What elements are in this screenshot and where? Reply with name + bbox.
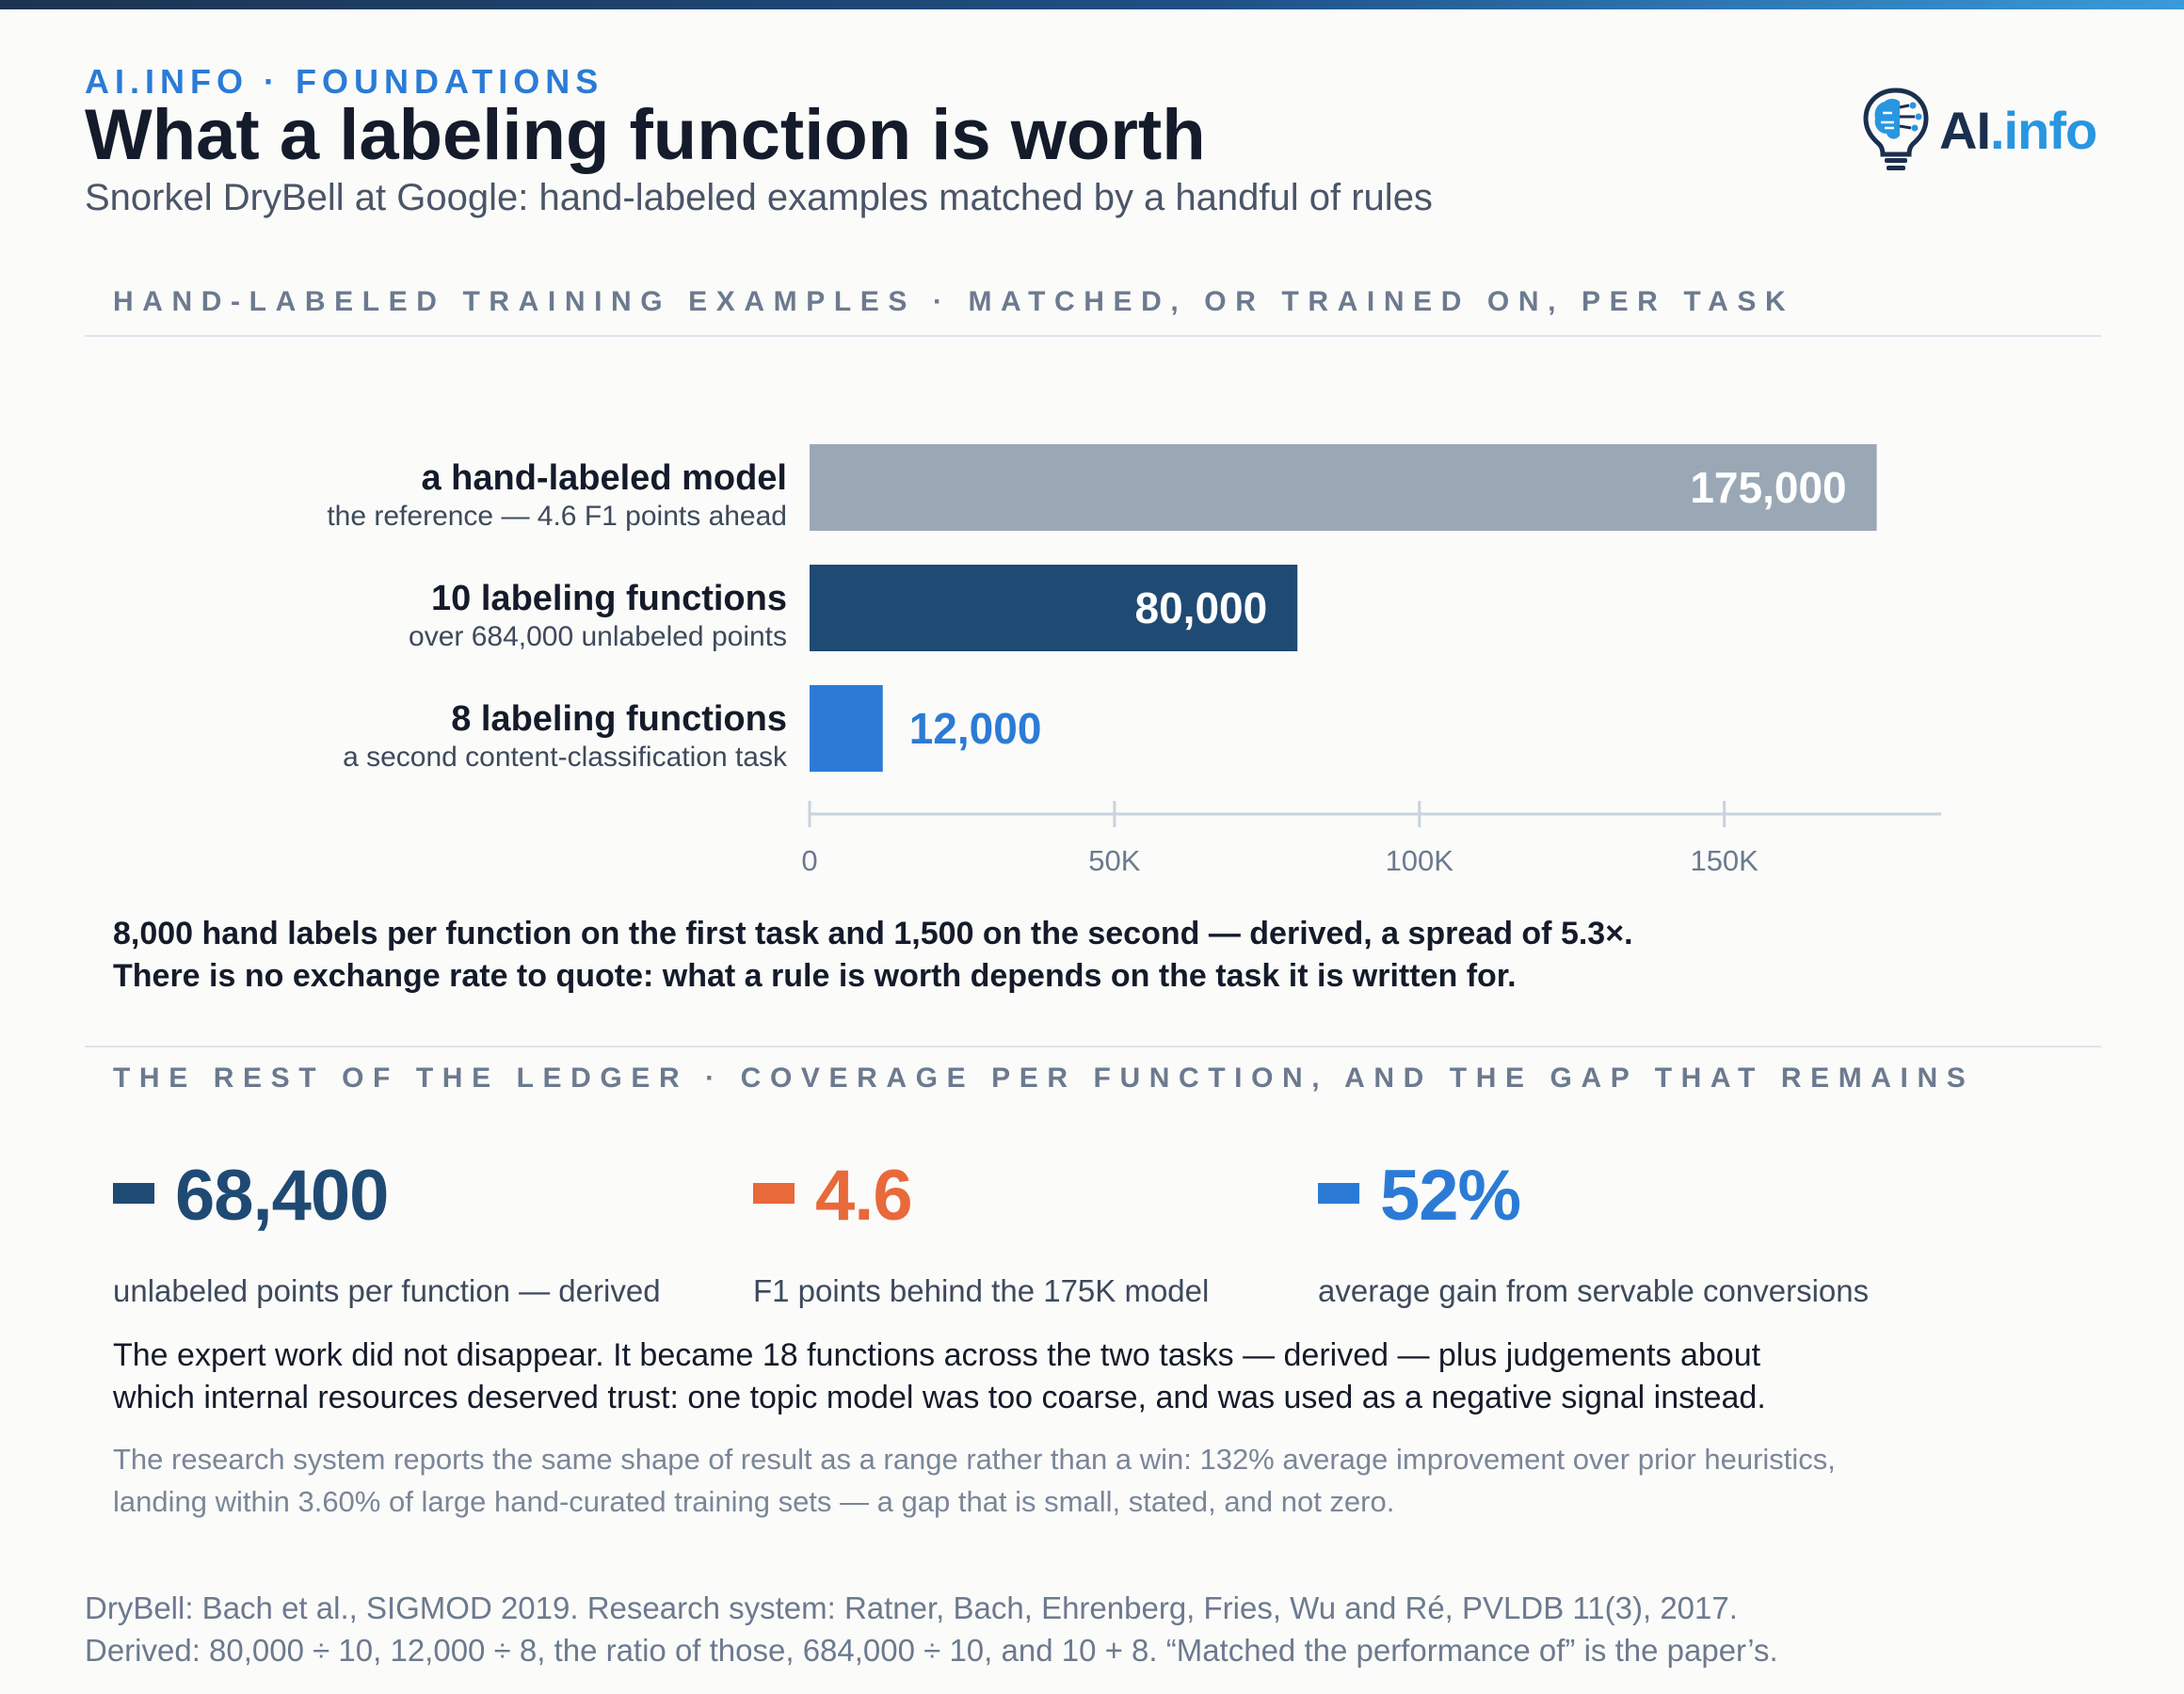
bar xyxy=(810,685,883,772)
bar-sublabel: a second content-classification task xyxy=(343,742,788,773)
note-line-2: landing within 3.60% of large hand-curat… xyxy=(113,1485,1395,1518)
page-title: What a labeling function is worth xyxy=(85,95,1206,175)
logo-info: .info xyxy=(1990,100,2097,160)
logo-ai: AI xyxy=(1939,100,1991,160)
x-tick-label: 50K xyxy=(1088,844,1140,877)
stat-label: F1 points behind the 175K model xyxy=(753,1273,1210,1308)
stat-label: unlabeled points per function — derived xyxy=(113,1273,661,1308)
footer-line-2: Derived: 80,000 ÷ 10, 12,000 ÷ 8, the ra… xyxy=(85,1633,1778,1668)
x-tick-label: 150K xyxy=(1690,844,1758,877)
bar-value-label: 175,000 xyxy=(1690,463,1846,512)
section-heading-ledger: THE REST OF THE LEDGER · COVERAGE PER FU… xyxy=(113,1063,1975,1094)
stat-coverage: 68,400 unlabeled points per function — d… xyxy=(113,1153,661,1309)
chart-takeaway: 8,000 hand labels per function on the fi… xyxy=(113,913,1996,998)
research-note: The research system reports the same sha… xyxy=(113,1438,1996,1523)
section-divider xyxy=(85,335,2101,337)
stat-value: 4.6 xyxy=(815,1155,913,1236)
lightbulb-brain-icon xyxy=(1863,88,1929,170)
section-divider xyxy=(85,1046,2101,1047)
body-paragraph: The expert work did not disappear. It be… xyxy=(113,1334,1996,1419)
stat-value: 68,400 xyxy=(175,1155,389,1236)
bar-value-label: 80,000 xyxy=(1135,583,1268,632)
bar xyxy=(810,565,1298,651)
stat-swatch xyxy=(753,1183,795,1204)
takeaway-line-2: There is no exchange rate to quote: what… xyxy=(113,958,1517,994)
stat-f1-gap: 4.6 F1 points behind the 175K model xyxy=(753,1153,1209,1309)
stat-servable-gain: 52% average gain from servable conversio… xyxy=(1318,1153,1869,1309)
takeaway-line-1: 8,000 hand labels per function on the fi… xyxy=(113,916,1633,951)
note-line-1: The research system reports the same sha… xyxy=(113,1443,1836,1476)
top-accent-bar xyxy=(0,0,2184,9)
page-subtitle: Snorkel DryBell at Google: hand-labeled … xyxy=(85,177,1433,218)
x-tick-label: 0 xyxy=(801,844,817,877)
paragraph-line-2: which internal resources deserved trust:… xyxy=(113,1380,1766,1415)
bar xyxy=(810,444,1877,531)
x-tick-label: 100K xyxy=(1386,844,1454,877)
bar-category-label: 8 labeling functions xyxy=(451,699,787,739)
site-logo[interactable]: AI.info xyxy=(1856,83,2097,177)
bar-sublabel: the reference — 4.6 F1 points ahead xyxy=(327,501,787,532)
bar-value-label: 12,000 xyxy=(909,704,1042,753)
footer-line-1: DryBell: Bach et al., SIGMOD 2019. Resea… xyxy=(85,1590,1738,1625)
bar-category-label: a hand-labeled model xyxy=(421,458,787,498)
bar-sublabel: over 684,000 unlabeled points xyxy=(409,621,787,652)
stat-swatch xyxy=(1318,1183,1359,1204)
logo-wordmark: AI.info xyxy=(1939,100,2097,161)
stat-label: average gain from servable conversions xyxy=(1318,1273,1870,1308)
eyebrow: AI.INFO · FOUNDATIONS xyxy=(85,62,604,101)
paragraph-line-1: The expert work did not disappear. It be… xyxy=(113,1337,1761,1373)
section-heading-chart: HAND-LABELED TRAINING EXAMPLES · MATCHED… xyxy=(113,286,1795,317)
stat-value: 52% xyxy=(1380,1155,1521,1236)
stat-swatch xyxy=(113,1183,154,1204)
bar-category-label: 10 labeling functions xyxy=(431,579,787,618)
source-footer: DryBell: Bach et al., SIGMOD 2019. Resea… xyxy=(85,1587,2099,1671)
